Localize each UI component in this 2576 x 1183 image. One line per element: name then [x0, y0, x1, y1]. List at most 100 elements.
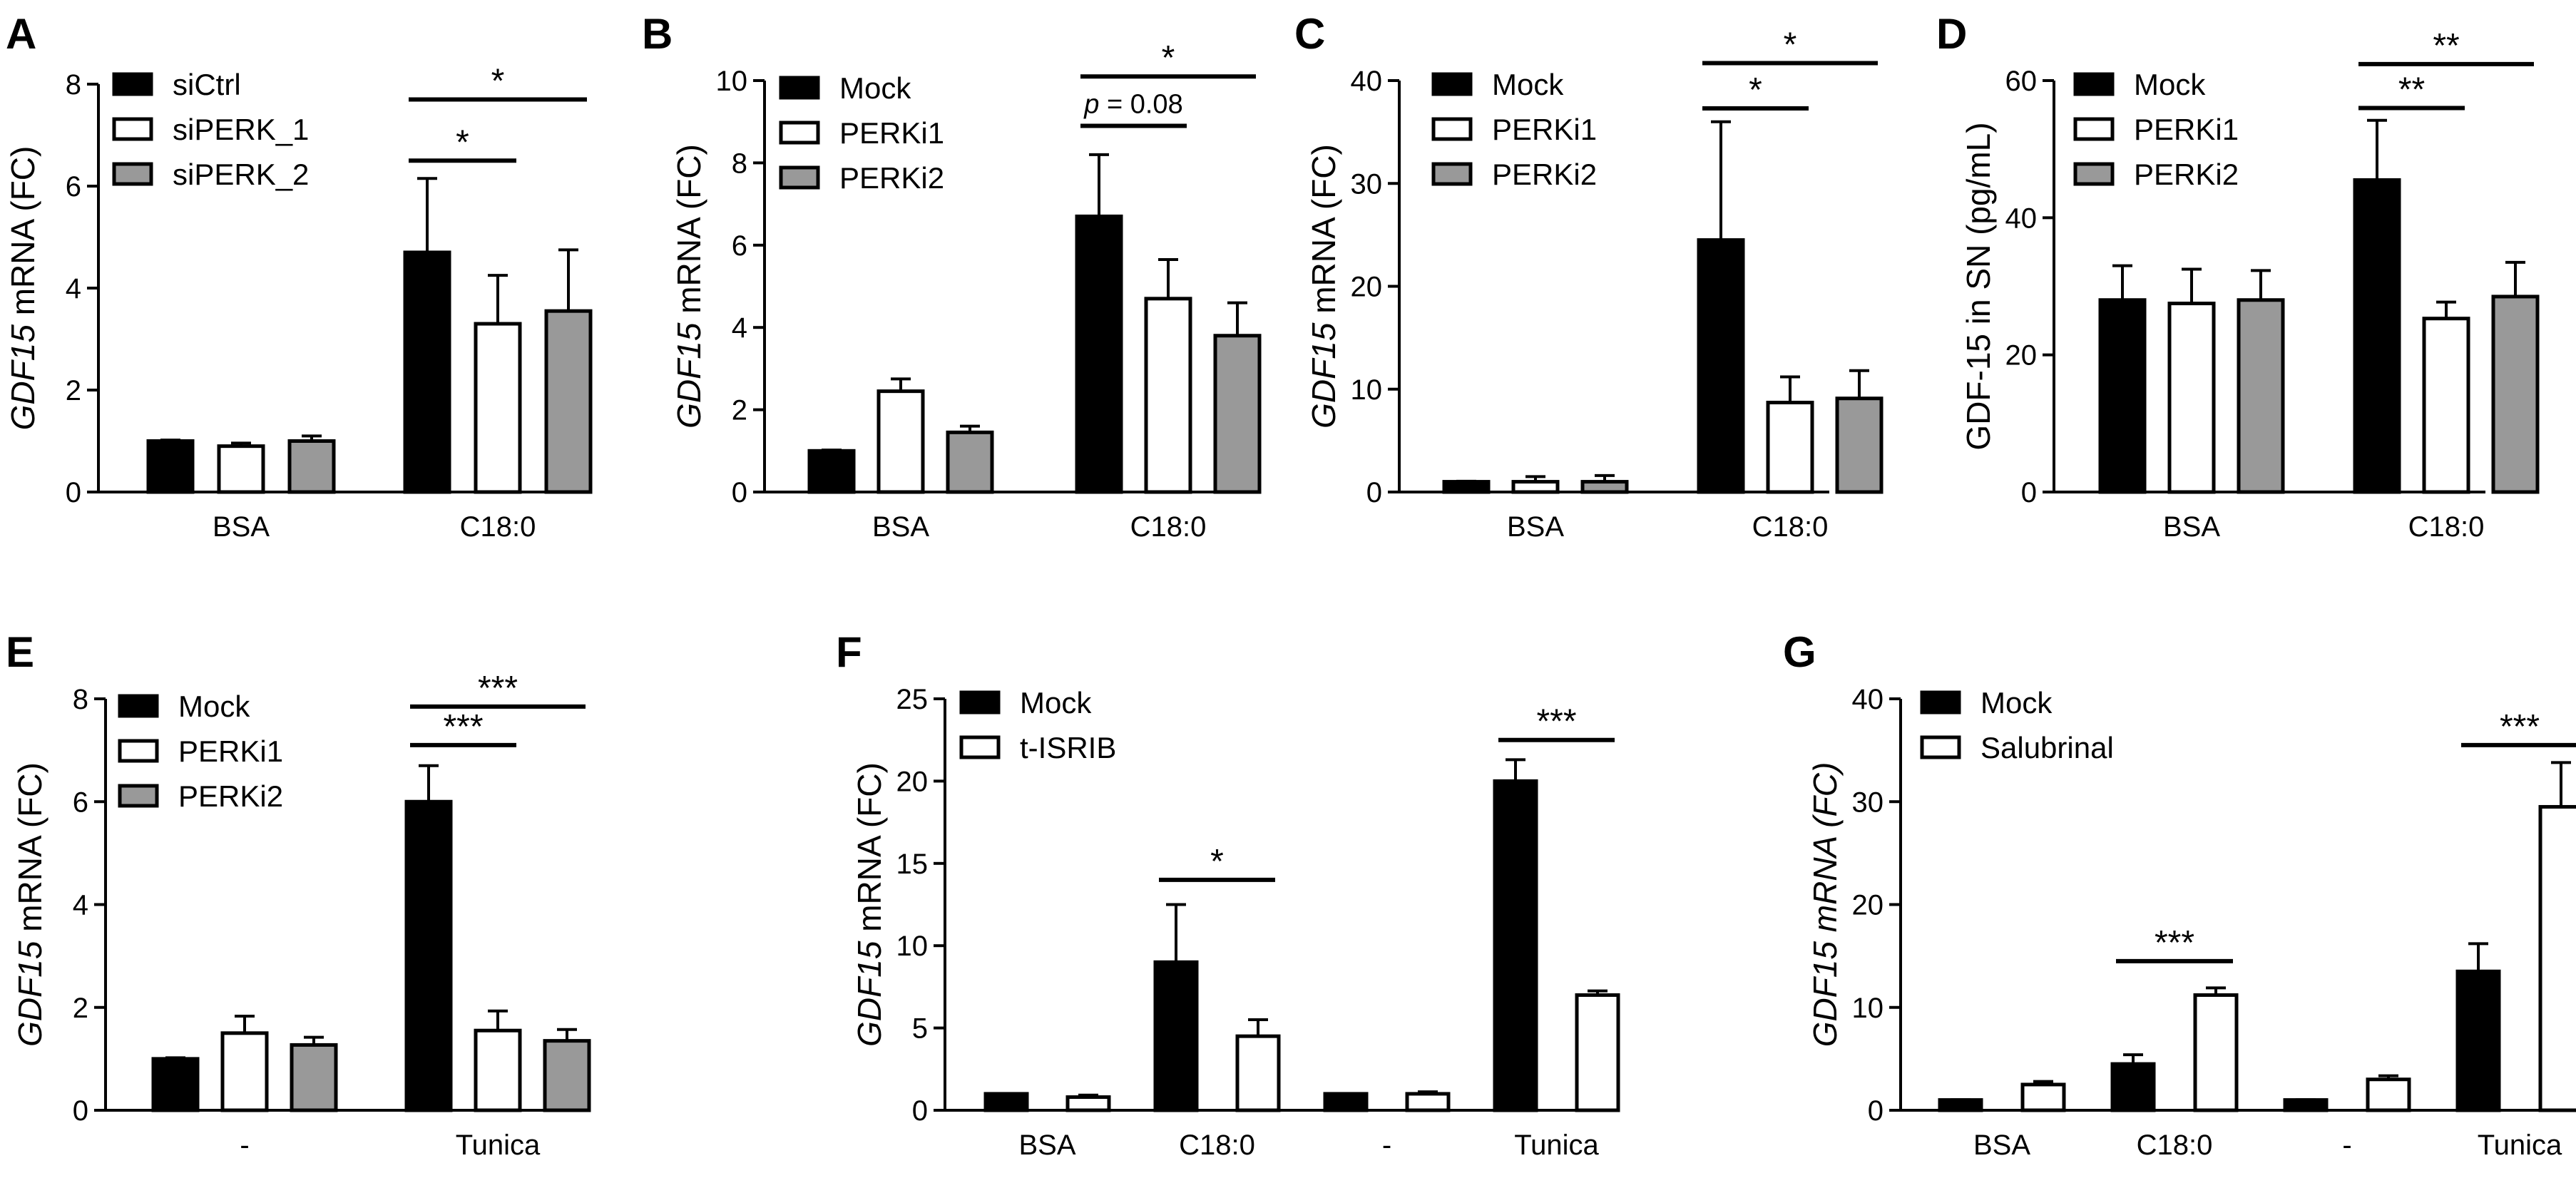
y-tick-label: 0	[912, 1095, 928, 1127]
legend-label: siCtrl	[173, 68, 241, 101]
y-tick-label: 8	[73, 684, 88, 715]
bar-sictrl-1	[403, 250, 451, 494]
x-tick-label: -	[2342, 1130, 2351, 1161]
y-axis-label: GDF15 mRNA (FC)	[1305, 144, 1342, 429]
legend-label: PERKi1	[178, 734, 283, 768]
legend-label: PERKi2	[2134, 158, 2239, 191]
y-tick-label: 0	[73, 1095, 88, 1127]
panel-f: F 0 5 10 15 20 25 GDF15 mRNA (FC) BSA C18:0 - Tunic…	[836, 628, 1620, 1161]
legend-swatch	[112, 72, 153, 96]
y-tick-label: 10	[1852, 993, 1884, 1024]
x-tick-label: BSA	[1018, 1130, 1075, 1161]
y-tick-label: 25	[896, 684, 929, 715]
x-tick-label: BSA	[213, 511, 270, 543]
significance-label: *	[456, 123, 469, 161]
y-tick-label: 2	[66, 375, 81, 406]
y-tick-label: 20	[1351, 272, 1383, 303]
y-tick-label: 6	[66, 171, 81, 203]
legend-swatch	[112, 117, 153, 141]
bar-perki1-1	[474, 1028, 522, 1112]
y-tick-label: 4	[66, 273, 81, 304]
bar-perki2-0	[2237, 298, 2285, 494]
legend-swatch	[2073, 72, 2115, 96]
bar-t-isrib-2	[1405, 1092, 1451, 1112]
bar-perki1-1	[1144, 297, 1192, 494]
y-tick-label: 0	[1868, 1095, 1884, 1127]
x-tick-label: BSA	[872, 511, 929, 543]
legend-swatch	[118, 694, 159, 718]
y-tick-label: 6	[73, 787, 88, 818]
panel-label: D	[1936, 10, 1967, 58]
significance-label: *	[491, 62, 505, 100]
legend-label: PERKi2	[1492, 158, 1597, 191]
panel-label: F	[836, 628, 862, 676]
legend-label: PERKi1	[2134, 113, 2239, 146]
bar-siperk-1-1	[474, 322, 522, 494]
legend-swatch	[1431, 162, 1473, 186]
y-axis-label: GDF15 mRNA (FC)	[670, 144, 707, 429]
y-axis-label: GDF-15 in SN (pg/mL)	[1960, 122, 1997, 450]
bar-t-isrib-3	[1575, 993, 1620, 1112]
legend-label: Mock	[839, 71, 911, 105]
legend-swatch	[1431, 117, 1473, 141]
bar-perki2-1	[543, 1039, 591, 1112]
legend-label: t-ISRIB	[1020, 731, 1116, 764]
y-tick-label: 8	[66, 69, 81, 101]
y-tick-label: 60	[2005, 66, 2038, 97]
x-tick-label: C18:0	[460, 511, 536, 543]
significance-label: ***	[2155, 924, 2194, 962]
y-tick-label: 10	[716, 66, 748, 97]
bar-perki1-0	[1511, 480, 1560, 494]
x-tick-label: BSA	[1507, 511, 1564, 543]
y-tick-label: 0	[66, 477, 81, 508]
bar-perki2-1	[1835, 396, 1884, 494]
y-tick-label: 4	[732, 312, 747, 344]
bar-mock-0	[983, 1092, 1029, 1112]
significance-label: p = 0.08	[1083, 89, 1182, 119]
y-tick-label: 0	[732, 477, 747, 508]
significance-label: **	[2433, 27, 2459, 65]
bar-perki2-0	[946, 430, 994, 494]
legend-swatch	[779, 76, 820, 100]
significance-label: ***	[478, 670, 518, 707]
legend-swatch	[1431, 72, 1473, 96]
bar-mock-2	[1323, 1092, 1369, 1112]
y-tick-label: 4	[73, 890, 88, 921]
x-tick-label: C18:0	[1130, 511, 1207, 543]
legend-label: Salubrinal	[1980, 731, 2114, 764]
legend-label: siPERK_2	[173, 158, 309, 191]
y-tick-label: 40	[1852, 684, 1884, 715]
significance-label: *	[1784, 26, 1797, 63]
legend-label: Mock	[1980, 686, 2053, 719]
x-tick-label: C18:0	[1752, 511, 1829, 543]
bar-mock-1	[1153, 960, 1199, 1112]
legend-swatch	[118, 784, 159, 808]
bar-salubrinal-1	[2193, 993, 2239, 1112]
significance-label: **	[2398, 71, 2425, 108]
significance-label: ***	[1536, 703, 1576, 741]
y-tick-label: 40	[2005, 203, 2038, 234]
bar-siperk-1-0	[217, 444, 265, 494]
x-tick-label: Tunica	[2478, 1130, 2562, 1161]
panel-label: C	[1294, 10, 1325, 58]
bar-salubrinal-3	[2538, 804, 2576, 1112]
bar-t-isrib-0	[1065, 1095, 1111, 1112]
legend-swatch	[112, 162, 153, 186]
bar-mock-1	[2110, 1062, 2156, 1112]
x-tick-label: -	[240, 1130, 249, 1161]
legend-label: PERKi2	[839, 161, 944, 195]
y-axis-label: GDF15 mRNA (FC)	[4, 146, 41, 431]
x-tick-label: Tunica	[456, 1130, 541, 1161]
bar-perki1-1	[1766, 401, 1814, 494]
bar-mock-1	[404, 799, 453, 1112]
bar-perki1-0	[220, 1031, 269, 1112]
y-tick-label: 5	[912, 1013, 928, 1045]
bar-perki2-1	[2491, 295, 2540, 494]
significance-label: ***	[2500, 708, 2540, 746]
panel-b: B 0 2 4 6 8 10 GDF15 mRNA (FC) BSA C18:0 Mock PERKi…	[642, 10, 1262, 543]
y-tick-label: 10	[896, 931, 929, 962]
bar-mock-0	[1938, 1098, 1983, 1112]
bar-siperk-2-0	[287, 439, 336, 494]
panel-label: A	[6, 10, 36, 58]
